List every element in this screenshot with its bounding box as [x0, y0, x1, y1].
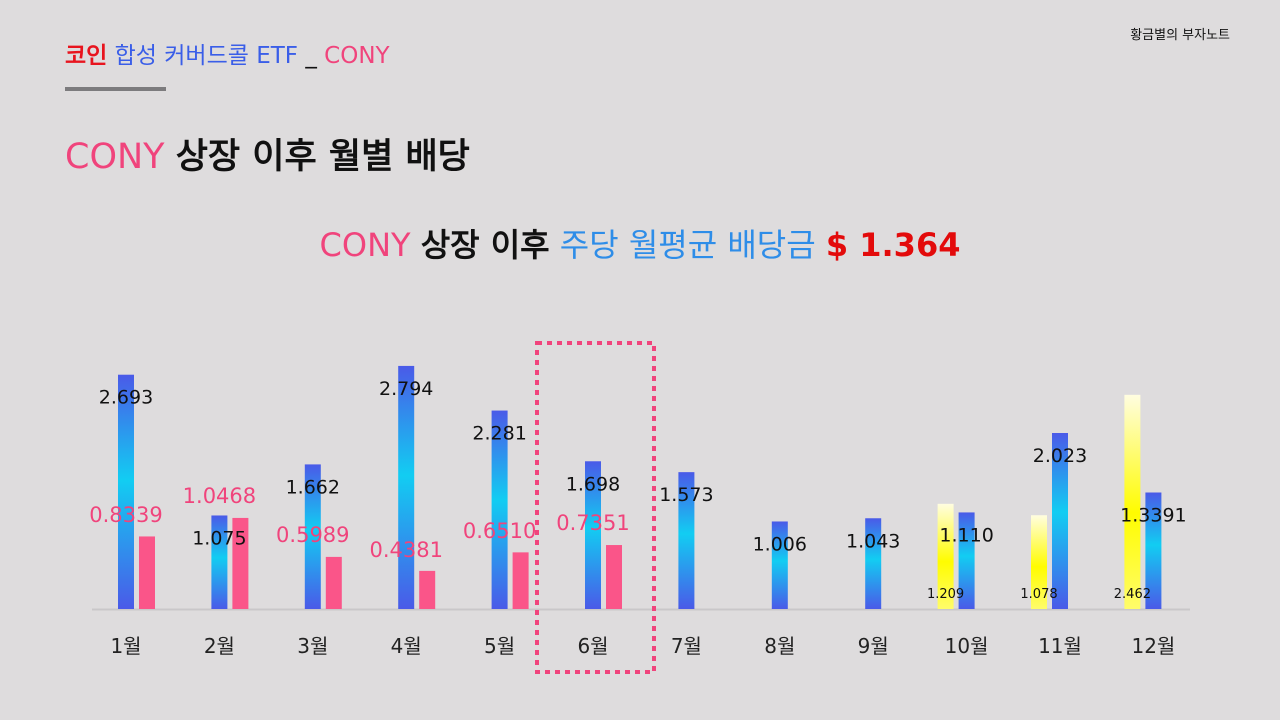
blue-bar [398, 365, 415, 609]
blue-bar [304, 464, 321, 609]
blue-data-label: 1.662 [286, 476, 340, 498]
yellow-bar [1031, 515, 1047, 609]
header-title: 코인 합성 커버드콜 ETF _ CONY [65, 36, 390, 70]
blue-bar [211, 515, 228, 609]
x-tick-label: 4월 [391, 634, 422, 658]
header-part-coin: 코인 [65, 43, 108, 69]
x-tick-label: 11월 [1038, 634, 1082, 658]
blue-bar [118, 374, 134, 609]
blue-data-label: 1.075 [192, 527, 246, 549]
x-tick-label: 9월 [858, 634, 889, 658]
yellow-data-label: 1.078 [1020, 587, 1057, 602]
blue-bar [771, 521, 788, 609]
blue-data-label: 1.3391 [1120, 504, 1186, 526]
blue-data-label: 1.110 [939, 524, 993, 546]
x-tick-label: 12월 [1131, 634, 1175, 658]
brand-label: 황금별의 부자노트 [1130, 28, 1230, 43]
page-title-ticker: CONY [65, 137, 165, 177]
x-tick-label: 3월 [297, 634, 328, 658]
pink-bar [139, 536, 155, 609]
subtitle-text-listing: 상장 이후 [420, 226, 550, 264]
blue-data-label: 1.043 [846, 530, 900, 552]
yellow-bar [937, 503, 954, 609]
blue-data-label: 2.281 [472, 423, 526, 445]
pink-data-label: 0.4381 [369, 538, 442, 562]
subtitle-average-value: $ 1.364 [825, 226, 961, 264]
blue-bar [1052, 432, 1068, 609]
yellow-data-label: 1.209 [927, 587, 964, 602]
blue-data-label: 2.023 [1033, 445, 1087, 467]
subtitle-text-average: 주당 월평균 배당금 [559, 226, 816, 264]
page-title: CONY 상장 이후 월별 배당 [65, 128, 470, 179]
blue-data-label: 1.006 [753, 533, 807, 555]
subtitle-ticker: CONY [319, 226, 411, 264]
pink-bar [325, 556, 342, 609]
blue-data-label: 1.573 [659, 484, 713, 506]
pink-data-label: 0.5989 [276, 523, 349, 547]
blue-bar [958, 512, 975, 609]
x-tick-label: 10월 [945, 634, 989, 658]
blue-data-label: 2.693 [99, 387, 153, 409]
pink-data-label: 0.7351 [556, 511, 629, 535]
pink-bar [606, 545, 622, 609]
header-part-etf: 합성 커버드콜 ETF [114, 43, 299, 69]
pink-bar [512, 552, 529, 609]
x-tick-label: 8월 [764, 634, 795, 658]
chart-subtitle: CONY 상장 이후 주당 월평균 배당금 $ 1.364 [0, 220, 1280, 266]
pink-data-label: 1.0468 [183, 484, 256, 508]
blue-bar [491, 410, 508, 609]
blue-data-label: 2.794 [379, 378, 433, 400]
x-tick-label: 7월 [671, 634, 702, 658]
pink-bar [232, 517, 249, 609]
x-tick-label: 6월 [577, 634, 608, 658]
header-part-ticker: CONY [324, 43, 390, 69]
x-tick-label: 2월 [204, 634, 235, 658]
page-title-text: 상장 이후 월별 배당 [175, 137, 470, 177]
x-tick-label: 5월 [484, 634, 515, 658]
blue-data-label: 1.698 [566, 473, 620, 495]
header-part-separator: _ [305, 43, 317, 69]
highlight-box-june [535, 341, 656, 674]
pink-bar [419, 570, 436, 609]
pink-data-label: 0.8339 [89, 503, 162, 527]
blue-bar [865, 518, 882, 609]
yellow-data-label: 2.462 [1114, 587, 1151, 602]
header-underline [65, 87, 166, 91]
blue-bar [585, 461, 601, 609]
x-tick-label: 1월 [110, 634, 141, 658]
yellow-bar [1124, 394, 1141, 609]
pink-data-label: 0.6510 [463, 519, 536, 543]
blue-bar [1145, 492, 1162, 609]
blue-bar [678, 472, 695, 609]
